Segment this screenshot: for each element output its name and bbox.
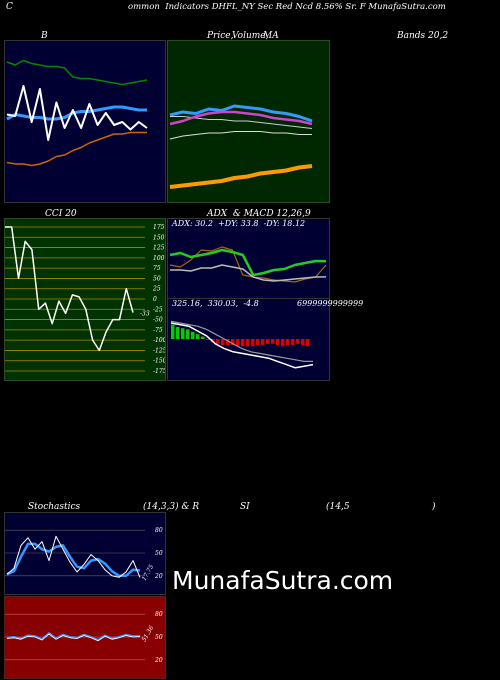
macd-line	[170, 322, 314, 369]
macd-histogram-bar	[216, 339, 220, 344]
price-line	[6, 85, 148, 141]
macd-values: 325.16, 330.03, -4.8	[172, 299, 259, 308]
cci-tick-label: -50	[153, 317, 163, 324]
cci-tick-label: 100	[153, 255, 165, 262]
upper-band-line	[6, 59, 148, 86]
rsi-label: SI	[240, 502, 250, 512]
price-chart	[169, 104, 313, 189]
rsi-params-close: )	[432, 502, 436, 512]
cci-tick-label: -150	[153, 358, 165, 365]
stochastics-tick-label: 80	[155, 527, 163, 534]
stochastics-k-line	[6, 535, 141, 578]
cci-line	[5, 226, 134, 352]
plus-di-line	[169, 248, 327, 277]
macd-histogram-bar	[246, 339, 250, 347]
rsi-tick-label: 20	[154, 657, 163, 664]
macd-histogram-bar	[191, 331, 195, 339]
cci-label: CCI 20	[45, 209, 77, 219]
rsi-chart: 80 50 20 51.36	[5, 611, 163, 664]
cci-tick-label: 75	[153, 265, 161, 272]
macd-histogram-bar	[296, 339, 300, 344]
adx-panel	[167, 218, 330, 300]
macd-histogram-bar	[231, 339, 235, 345]
adx-macd-label: ADX & MACD 12,26,9	[207, 209, 311, 219]
macd-histogram-bar	[236, 339, 240, 347]
macd-histogram-bar	[226, 339, 230, 345]
rsi-last-value: 51.36	[141, 624, 156, 643]
macd-histogram-bar	[291, 339, 295, 345]
stochastics-label: Stochastics	[28, 502, 81, 512]
stochastics-panel: 80 50 20 17.75	[4, 512, 166, 595]
macd-histogram-bar	[276, 339, 280, 345]
watermark: MunafaSutra.com	[172, 566, 394, 595]
cci-tick-label: -175	[153, 368, 165, 375]
cci-chart: 175 150 125 100 75 50 25 0 -25 -50 -75 -100 -125 -150…	[5, 224, 165, 375]
rsi-params: (14,5	[326, 502, 350, 512]
lower-band-line	[6, 131, 147, 167]
macd-chart	[170, 320, 314, 369]
volume-label: Volume,	[232, 31, 269, 41]
stochastics-tick-label: 50	[155, 550, 163, 557]
rsi-tick-label: 80	[155, 611, 163, 618]
cci-tick-label: 125	[153, 245, 165, 252]
macd-histogram-bar	[301, 339, 305, 345]
minus-di-line	[170, 264, 327, 282]
volume-ma-line	[169, 164, 313, 189]
price-label: Price,	[207, 31, 234, 41]
macd-histogram-bar	[306, 339, 310, 347]
bollinger-chart	[6, 59, 148, 167]
adx-values: ADX: 30.2 +DY: 33.8 -DY: 18.12	[172, 219, 306, 228]
macd-histogram-bar	[251, 339, 255, 347]
macd-histogram-bar	[286, 339, 290, 345]
cci-tick-label: 0	[153, 296, 157, 303]
header-letter: C	[6, 2, 13, 12]
cci-tick-label: 175	[153, 224, 165, 231]
bollinger-label: B	[41, 31, 48, 41]
cci-tick-label: -25	[153, 306, 163, 313]
stochastics-last-value: 17.75	[141, 563, 156, 582]
macd-histogram-bar	[181, 328, 185, 339]
cci-panel: 175 150 125 100 75 50 25 0 -25 -50 -75 -100 -125 -150…	[4, 218, 166, 381]
macd-histogram-bar	[186, 329, 190, 339]
price-ma-line	[169, 104, 313, 123]
cci-last-value: -33	[140, 311, 150, 318]
page-title: ommon Indicators DHFL_NY Sec Red Ncd 8.5…	[128, 2, 446, 12]
rsi-tick-label: 50	[155, 634, 163, 641]
macd-histogram-bar	[261, 339, 265, 345]
price-panel	[167, 40, 330, 203]
stochastics-tick-label: 20	[154, 573, 163, 580]
macd-histogram-bar	[281, 339, 285, 347]
macd-histogram-bar	[201, 336, 205, 339]
macd-histogram-bar	[196, 334, 200, 339]
bollinger-panel	[4, 40, 166, 203]
macd-histogram-bar	[271, 339, 275, 344]
cci-tick-label: 25	[152, 286, 161, 293]
macd-histogram-bar	[206, 339, 210, 340]
rsi-line	[6, 632, 141, 641]
macd-histogram-bar	[241, 339, 245, 347]
ema-line	[169, 110, 313, 126]
macd-histogram-bar	[171, 324, 175, 339]
cci-tick-label: -75	[153, 327, 163, 334]
macd-histogram-bar	[256, 339, 260, 345]
stochastics-d-line	[6, 542, 141, 578]
macd-histogram-bar	[221, 339, 225, 345]
bands-label: Bands 20,2	[397, 31, 449, 41]
macd-histogram-bar	[176, 327, 180, 339]
cci-tick-label: 50	[153, 275, 161, 282]
cci-tick-label: -100	[153, 337, 165, 344]
cci-tick-label: -125	[153, 347, 165, 354]
adx-chart	[169, 246, 327, 283]
macd-tail: 6999999999999	[297, 299, 364, 308]
stochastics-params: (14,3,3) & R	[143, 502, 200, 512]
macd-signal-line	[170, 320, 313, 363]
ma-label: MA	[263, 31, 279, 41]
price-ma-light-line	[169, 131, 312, 140]
macd-histogram-bar	[266, 339, 270, 344]
cci-tick-label: 150	[153, 234, 165, 241]
rsi-panel: 80 50 20 51.36	[4, 596, 166, 679]
macd-panel	[167, 298, 330, 381]
rsi-white-line	[6, 633, 141, 642]
